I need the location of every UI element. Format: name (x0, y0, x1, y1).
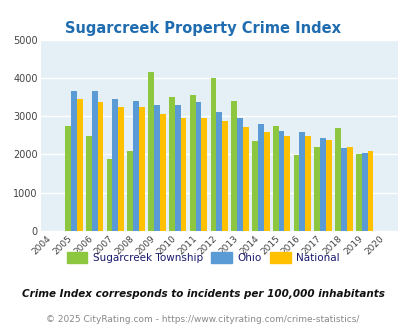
Bar (195, 102, 201, 231)
Bar (139, 107, 145, 231)
Bar (257, 124, 263, 231)
Bar (97, 102, 103, 231)
Bar (346, 147, 352, 231)
Bar (153, 105, 160, 231)
Bar (86, 136, 92, 231)
Legend: Sugarcreek Township, Ohio, National: Sugarcreek Township, Ohio, National (62, 248, 343, 267)
Bar (133, 101, 139, 231)
Bar (334, 128, 340, 231)
Bar (320, 138, 325, 231)
Bar (180, 118, 186, 231)
Bar (168, 97, 175, 231)
Bar (361, 152, 367, 231)
Bar (340, 148, 346, 231)
Text: © 2025 CityRating.com - https://www.cityrating.com/crime-statistics/: © 2025 CityRating.com - https://www.city… (46, 315, 359, 324)
Bar (107, 159, 112, 231)
Bar (367, 150, 373, 231)
Bar (305, 136, 310, 231)
Bar (92, 91, 97, 231)
Bar (231, 101, 237, 231)
Bar (278, 131, 284, 231)
Bar (237, 118, 242, 231)
Bar (127, 151, 133, 231)
Bar (189, 95, 195, 231)
Bar (160, 114, 165, 231)
Bar (293, 155, 298, 231)
Bar (284, 136, 290, 231)
Text: Crime Index corresponds to incidents per 100,000 inhabitants: Crime Index corresponds to incidents per… (21, 289, 384, 299)
Bar (252, 141, 257, 231)
Bar (325, 140, 331, 231)
Bar (201, 118, 207, 231)
Text: Sugarcreek Property Crime Index: Sugarcreek Property Crime Index (65, 21, 340, 36)
Bar (118, 107, 124, 231)
Bar (77, 99, 82, 231)
Bar (71, 91, 77, 231)
Bar (216, 112, 222, 231)
Bar (175, 106, 180, 231)
Bar (263, 132, 269, 231)
Bar (272, 126, 278, 231)
Bar (65, 126, 71, 231)
Bar (210, 78, 216, 231)
Bar (112, 99, 118, 231)
Bar (222, 121, 227, 231)
Bar (313, 147, 320, 231)
Bar (355, 154, 361, 231)
Bar (242, 127, 248, 231)
Bar (148, 72, 153, 231)
Bar (298, 132, 305, 231)
